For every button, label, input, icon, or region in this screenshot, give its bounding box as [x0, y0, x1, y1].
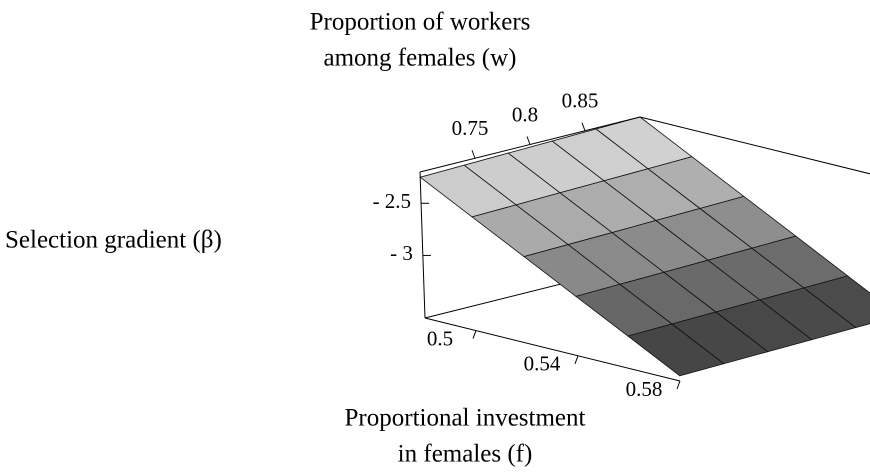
box-edge	[419, 171, 426, 319]
x-tick-label: 0.58	[626, 377, 663, 401]
x-tick-label: 0.54	[524, 352, 561, 376]
y-axis-label: Proportion of workers	[310, 9, 531, 36]
box-edge	[424, 317, 681, 382]
surface-cell	[627, 323, 725, 377]
x-axis-label: in females (f)	[398, 441, 533, 468]
x-tick	[574, 355, 579, 364]
y-axis-label: among females (w)	[324, 45, 517, 72]
y-tick-label: 0.75	[452, 116, 489, 140]
y-tick	[526, 136, 531, 145]
z-tick-label: - 2.5	[373, 189, 412, 213]
box-edge	[639, 116, 870, 175]
x-tick	[676, 380, 681, 390]
y-tick-label: 0.85	[562, 89, 599, 113]
x-tick	[472, 330, 477, 339]
y-tick	[581, 122, 586, 131]
x-axis-label: Proportional investment	[345, 405, 586, 432]
z-axis-label: Selection gradient (β)	[5, 227, 222, 254]
y-tick-label: 0.8	[512, 102, 538, 126]
z-tick-label: - 3	[390, 241, 413, 265]
x-tick-label: 0.5	[427, 326, 453, 350]
y-tick	[471, 150, 476, 159]
